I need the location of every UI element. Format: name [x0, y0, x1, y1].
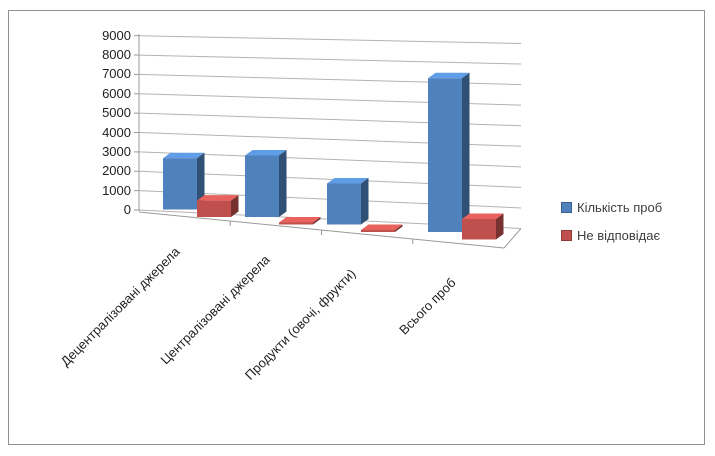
bar-series2-cat4-side [496, 213, 504, 240]
legend-swatch-series1 [561, 202, 572, 213]
legend-item: Кількість проб [561, 200, 711, 215]
bar-series2-cat4-top [462, 213, 504, 219]
y-axis-tick-label: 7000 [102, 66, 131, 82]
bar-series1-cat4-side [462, 72, 470, 232]
legend: Кількість проб Не відповідає [561, 200, 711, 256]
bar-series1-cat1-top [163, 152, 205, 159]
bar-series2-cat2-side [313, 216, 321, 225]
legend-swatch-series2 [561, 230, 572, 241]
bar-series1-cat1-front [163, 158, 197, 210]
floor-right-edge [503, 228, 522, 249]
bar-series1-cat2-front [245, 155, 279, 217]
bar-series2-cat1-side [231, 195, 239, 217]
legend-label: Кількість проб [577, 200, 663, 215]
y-axis-tick-label: 9000 [102, 27, 131, 43]
bar-series2-cat3-top [361, 224, 403, 230]
legend-item: Не відповідає [561, 228, 711, 243]
bar-series1-cat3-front [327, 183, 361, 225]
y-axis-tick-label: 1000 [102, 182, 131, 198]
bar-series1-cat3-top [327, 178, 369, 184]
y-axis-tick-label: 0 [123, 202, 131, 217]
y-axis-tick-label: 8000 [102, 47, 131, 63]
bar-series2-cat1-front [197, 200, 231, 217]
bar-series2-cat4-front [462, 219, 496, 240]
bar-series2-cat2-top [279, 216, 321, 223]
bar-series1-cat4-top [428, 72, 470, 79]
legend-label: Не відповідає [577, 228, 661, 243]
bar-series1-cat2-side [279, 150, 287, 217]
bar-series2-cat1-top [197, 195, 239, 201]
bar-series1-cat4-front [428, 78, 462, 232]
y-axis-tick-label: 6000 [102, 85, 131, 101]
y-axis-tick-label: 2000 [102, 163, 131, 179]
y-axis-tick-label: 4000 [102, 124, 131, 140]
bar-series2-cat3-front [361, 229, 395, 232]
bar-series1-cat3-side [361, 178, 369, 225]
chart-frame [8, 10, 705, 445]
gridline [138, 35, 522, 44]
bar-series2-cat3-side [395, 224, 403, 232]
bar-series1-cat1-side [197, 152, 205, 210]
gridline [138, 54, 522, 65]
bar-series1-cat2-top [245, 150, 287, 156]
y-axis-tick-label: 3000 [102, 143, 131, 159]
bar-series2-cat2-front [279, 222, 313, 225]
y-axis-tick-label: 5000 [102, 105, 131, 121]
